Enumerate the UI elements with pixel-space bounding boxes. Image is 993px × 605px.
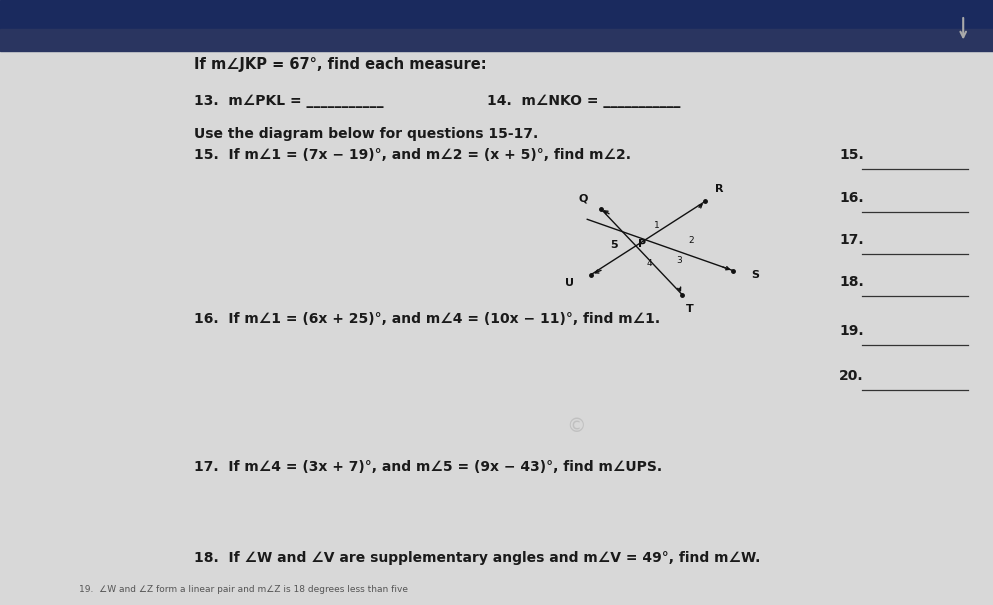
Text: If m∠JKP = 67°, find each measure:: If m∠JKP = 67°, find each measure:: [194, 57, 487, 73]
Text: 20.: 20.: [839, 369, 864, 383]
Text: 16.: 16.: [839, 191, 864, 204]
Bar: [0, 29, 993, 51]
Text: 3: 3: [677, 256, 682, 265]
Text: 14.  m∠NKO = ___________: 14. m∠NKO = ___________: [487, 94, 680, 108]
Text: 1: 1: [654, 221, 660, 230]
Text: 4: 4: [646, 259, 652, 268]
Text: 15.: 15.: [839, 148, 864, 162]
Text: ©: ©: [566, 417, 586, 436]
Text: 18.  If ∠W and ∠V are supplementary angles and m∠V = 49°, find m∠W.: 18. If ∠W and ∠V are supplementary angle…: [194, 551, 760, 564]
Text: P: P: [638, 239, 646, 249]
Text: Use the diagram below for questions 15-17.: Use the diagram below for questions 15-1…: [194, 127, 538, 141]
Text: T: T: [686, 304, 694, 313]
Text: U: U: [565, 278, 574, 288]
Text: 5: 5: [610, 240, 618, 250]
Text: 15.  If m∠1 = (7x − 19)°, and m∠2 = (x + 5)°, find m∠2.: 15. If m∠1 = (7x − 19)°, and m∠2 = (x + …: [194, 148, 631, 162]
Text: Q: Q: [579, 193, 588, 203]
Text: R: R: [715, 184, 723, 194]
Text: 18.: 18.: [839, 275, 864, 289]
Bar: [0, 0, 993, 30]
Text: S: S: [752, 270, 760, 280]
Text: 19.: 19.: [839, 324, 864, 338]
Text: 19.  ∠W and ∠Z form a linear pair and m∠Z is 18 degrees less than five: 19. ∠W and ∠Z form a linear pair and m∠Z…: [79, 585, 408, 594]
Text: 17.: 17.: [839, 233, 864, 247]
Text: 16.  If m∠1 = (6x + 25)°, and m∠4 = (10x − 11)°, find m∠1.: 16. If m∠1 = (6x + 25)°, and m∠4 = (10x …: [194, 312, 659, 325]
Text: 17.  If m∠4 = (3x + 7)°, and m∠5 = (9x − 43)°, find m∠UPS.: 17. If m∠4 = (3x + 7)°, and m∠5 = (9x − …: [194, 460, 661, 474]
Text: 13.  m∠PKL = ___________: 13. m∠PKL = ___________: [194, 94, 383, 108]
Text: 2: 2: [689, 236, 694, 245]
